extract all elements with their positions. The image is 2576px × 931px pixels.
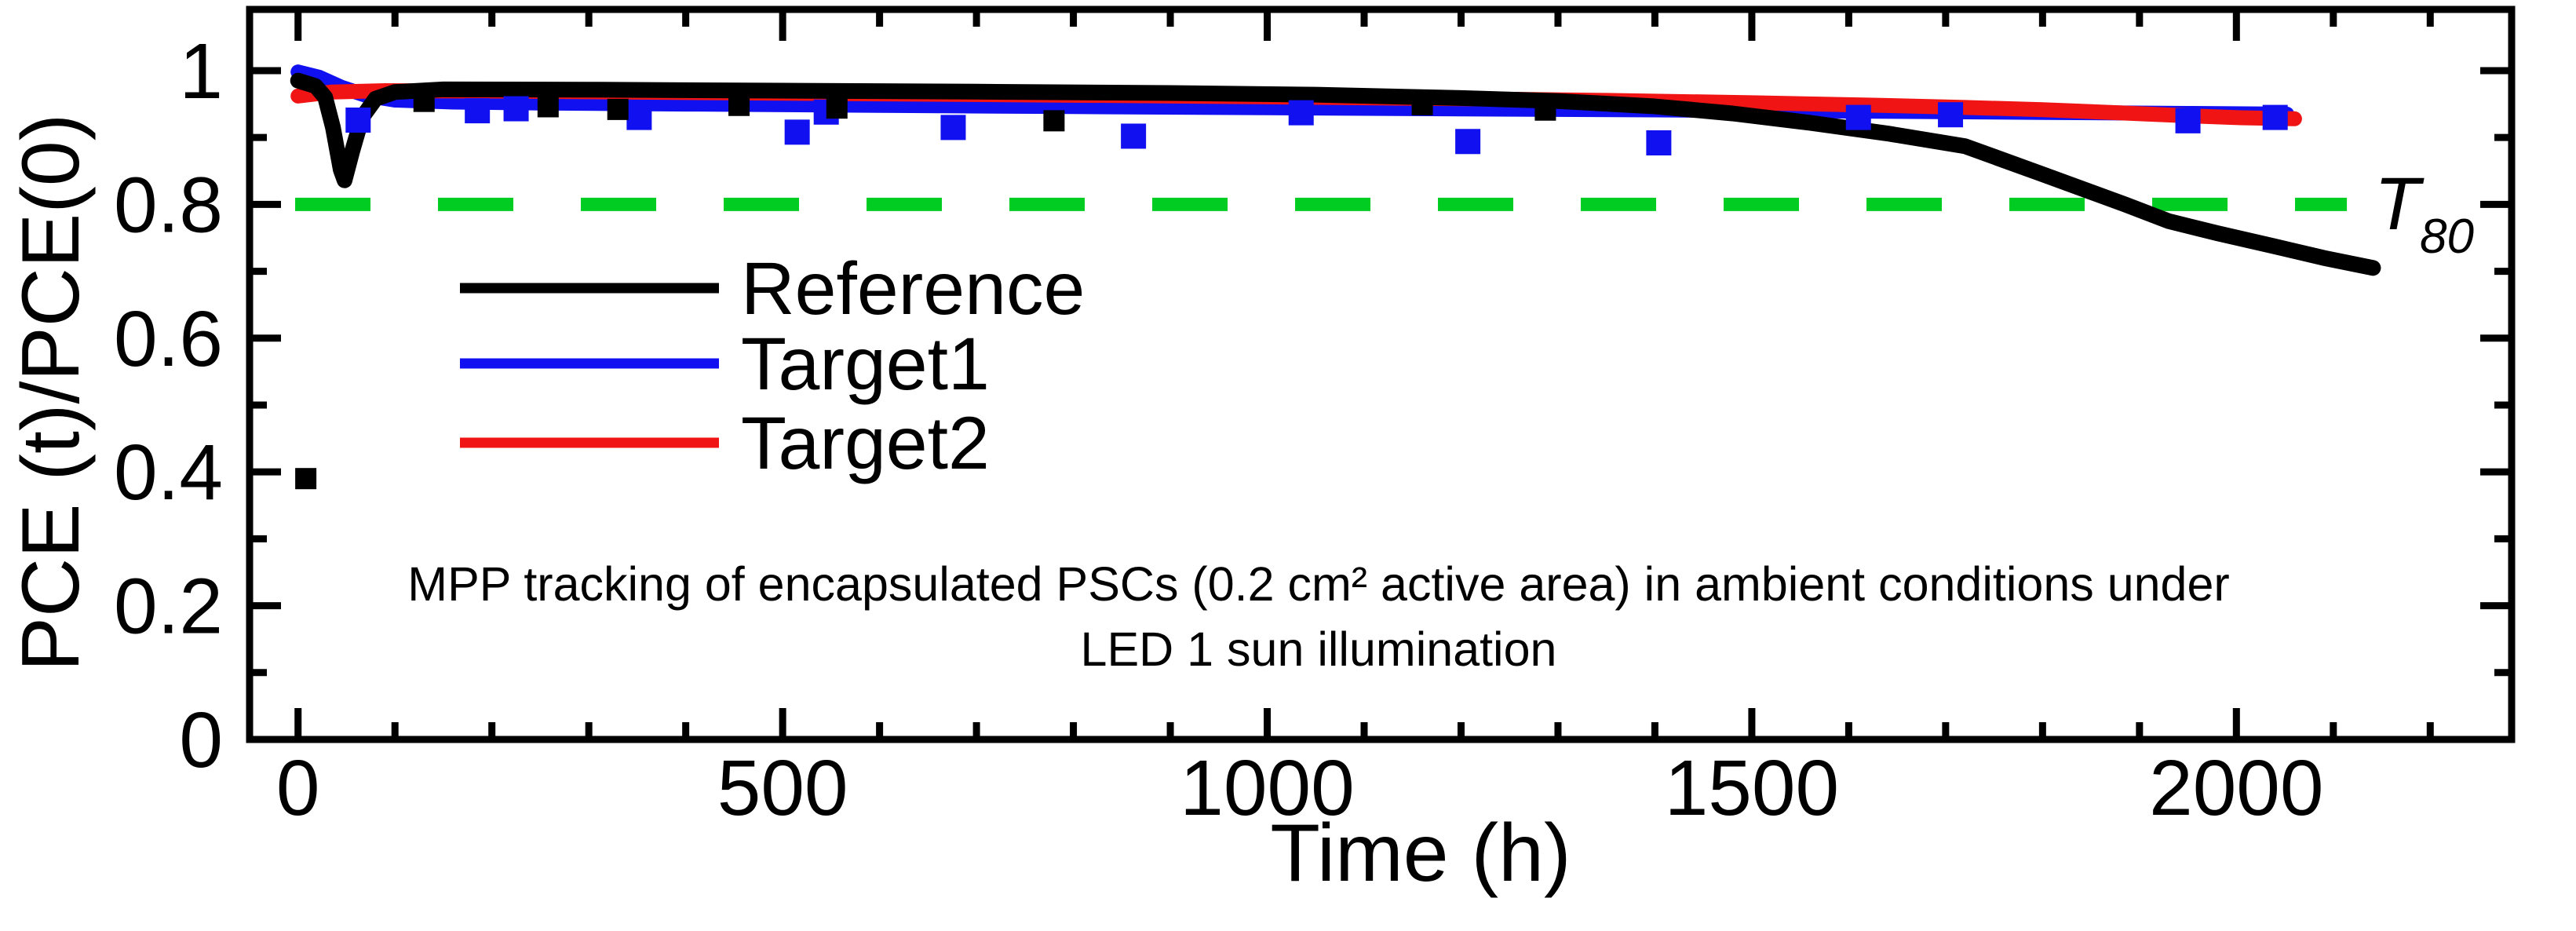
x-tick-label: 500: [717, 744, 848, 832]
y-tick-label: 0.2: [114, 563, 223, 651]
annotation-line-1: MPP tracking of encapsulated PSCs (0.2 c…: [407, 557, 2229, 611]
outlier-marker-reference: [1534, 99, 1556, 121]
outlier-marker-target1: [626, 104, 652, 130]
x-tick-label: 2000: [2149, 744, 2323, 832]
x-tick-label: 1500: [1665, 744, 1839, 832]
outlier-marker-target1: [784, 119, 810, 145]
outlier-marker-reference: [607, 98, 629, 120]
outlier-marker-reference: [826, 97, 848, 119]
legend-label-target1: Target1: [741, 323, 990, 406]
x-axis-title: Time (h): [1270, 808, 1571, 899]
y-axis-title: PCE (t)/PCE(0): [5, 114, 97, 672]
outlier-marker-target1: [940, 115, 966, 141]
series-reference-line: [290, 72, 2381, 276]
outlier-marker-reference: [413, 90, 435, 112]
outlier-marker-target1: [1938, 102, 1964, 128]
x-tick-label: 1000: [1180, 744, 1354, 832]
outlier-marker-target1: [2175, 108, 2201, 133]
outlier-marker-target1: [1121, 123, 1147, 149]
x-tick-label: 0: [276, 744, 320, 832]
t80-label-main: T: [2374, 162, 2425, 246]
outlier-marker-target1: [345, 108, 371, 133]
outlier-marker-reference: [1043, 110, 1065, 132]
outlier-marker-target1: [1288, 100, 1314, 126]
outlier-marker-reference: [728, 94, 750, 116]
outlier-marker-target1: [465, 98, 491, 124]
t80-label-subscript: 80: [2420, 210, 2474, 264]
legend-label-target2: Target2: [741, 402, 990, 485]
outlier-marker-reference: [537, 96, 559, 118]
outlier-marker-target1: [1455, 129, 1481, 155]
t80-label: T80: [2374, 162, 2474, 264]
outlier-marker-target1: [1845, 104, 1871, 130]
outlier-marker-target1: [503, 96, 529, 122]
outlier-marker-reference: [295, 468, 317, 490]
y-tick-label: 0: [179, 696, 223, 784]
y-tick-label: 0.6: [114, 295, 223, 383]
y-tick-label: 0.4: [114, 429, 223, 517]
chart-generated-layer: 0 500 1000 1500 200000.20.40.60.81ReferenceT…: [114, 5, 2516, 832]
annotation-line-2: LED 1 sun illumination: [1081, 622, 1557, 676]
plot-border: [246, 5, 2516, 743]
outlier-marker-target1: [2262, 104, 2288, 130]
y-tick-label: 0.8: [114, 161, 223, 249]
outlier-marker-reference: [1411, 93, 1433, 115]
legend-label-reference: Reference: [741, 247, 1085, 330]
outlier-marker-target1: [1646, 130, 1672, 155]
y-tick-label: 1: [179, 27, 223, 115]
